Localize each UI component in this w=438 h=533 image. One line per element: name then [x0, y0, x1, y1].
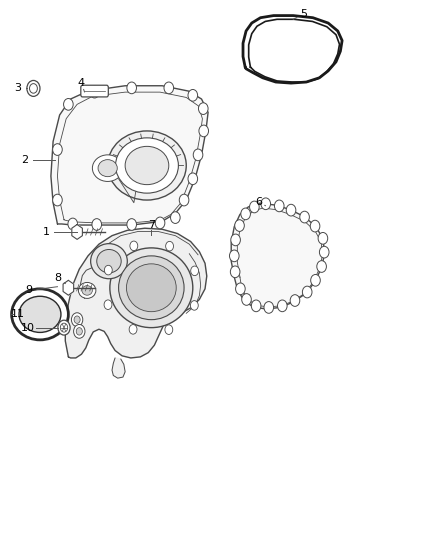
- Ellipse shape: [125, 147, 169, 184]
- Polygon shape: [63, 280, 74, 295]
- Circle shape: [29, 84, 37, 93]
- Ellipse shape: [98, 160, 117, 176]
- Circle shape: [170, 212, 180, 223]
- Circle shape: [193, 149, 203, 161]
- Text: 1: 1: [43, 227, 50, 237]
- Circle shape: [199, 125, 208, 137]
- Ellipse shape: [119, 256, 184, 320]
- Circle shape: [104, 300, 112, 310]
- Circle shape: [179, 194, 189, 206]
- Circle shape: [164, 82, 173, 94]
- Circle shape: [64, 99, 73, 110]
- Circle shape: [317, 261, 326, 272]
- Circle shape: [71, 313, 83, 327]
- Text: 6: 6: [255, 197, 262, 207]
- Circle shape: [74, 316, 80, 324]
- Ellipse shape: [78, 282, 96, 298]
- Text: 2: 2: [21, 155, 28, 165]
- Circle shape: [58, 320, 70, 335]
- Text: 10: 10: [21, 322, 35, 333]
- Ellipse shape: [97, 249, 121, 273]
- Circle shape: [235, 220, 244, 231]
- Circle shape: [230, 266, 240, 278]
- Circle shape: [191, 266, 198, 276]
- Circle shape: [318, 232, 328, 244]
- Circle shape: [68, 218, 78, 230]
- Ellipse shape: [19, 296, 61, 333]
- Ellipse shape: [110, 248, 193, 328]
- Ellipse shape: [91, 244, 127, 279]
- Circle shape: [319, 246, 329, 258]
- Circle shape: [53, 194, 62, 206]
- Circle shape: [127, 219, 137, 230]
- Circle shape: [198, 103, 208, 115]
- Circle shape: [310, 220, 320, 232]
- Circle shape: [188, 173, 198, 184]
- Circle shape: [166, 241, 173, 251]
- Polygon shape: [243, 15, 342, 83]
- Polygon shape: [119, 177, 138, 203]
- Circle shape: [90, 86, 99, 98]
- Circle shape: [241, 208, 251, 220]
- Polygon shape: [72, 224, 82, 239]
- Circle shape: [27, 80, 40, 96]
- Circle shape: [300, 211, 309, 223]
- Circle shape: [92, 219, 102, 230]
- Circle shape: [230, 250, 239, 262]
- Text: 7: 7: [148, 220, 155, 230]
- Ellipse shape: [92, 155, 123, 181]
- Circle shape: [286, 204, 296, 216]
- FancyBboxPatch shape: [81, 85, 108, 97]
- Circle shape: [188, 90, 198, 101]
- Circle shape: [60, 323, 67, 332]
- Polygon shape: [65, 228, 207, 358]
- Circle shape: [127, 82, 137, 94]
- Text: 8: 8: [54, 273, 61, 283]
- Circle shape: [155, 217, 165, 229]
- Circle shape: [251, 300, 261, 312]
- Circle shape: [250, 201, 259, 213]
- Ellipse shape: [108, 131, 186, 200]
- Circle shape: [242, 294, 251, 305]
- Circle shape: [264, 302, 274, 313]
- Circle shape: [275, 200, 284, 212]
- Text: 3: 3: [14, 83, 21, 93]
- Circle shape: [302, 286, 312, 298]
- Circle shape: [130, 241, 138, 251]
- Circle shape: [278, 300, 287, 312]
- Circle shape: [231, 234, 240, 246]
- Text: 11: 11: [11, 309, 25, 319]
- Circle shape: [311, 274, 320, 286]
- Circle shape: [74, 325, 85, 338]
- Ellipse shape: [116, 138, 178, 193]
- Circle shape: [53, 144, 62, 156]
- Ellipse shape: [127, 264, 176, 312]
- Circle shape: [236, 283, 245, 295]
- Circle shape: [290, 295, 300, 306]
- Text: 5: 5: [300, 9, 307, 19]
- Text: 4: 4: [78, 78, 85, 88]
- Circle shape: [129, 325, 137, 334]
- Polygon shape: [231, 203, 325, 309]
- Circle shape: [76, 328, 82, 335]
- Ellipse shape: [82, 286, 92, 295]
- Circle shape: [104, 265, 112, 275]
- Text: 9: 9: [25, 286, 33, 295]
- Polygon shape: [51, 86, 208, 225]
- Ellipse shape: [12, 289, 68, 340]
- Circle shape: [261, 198, 271, 209]
- Polygon shape: [112, 358, 125, 378]
- Circle shape: [165, 325, 173, 334]
- Circle shape: [191, 301, 198, 310]
